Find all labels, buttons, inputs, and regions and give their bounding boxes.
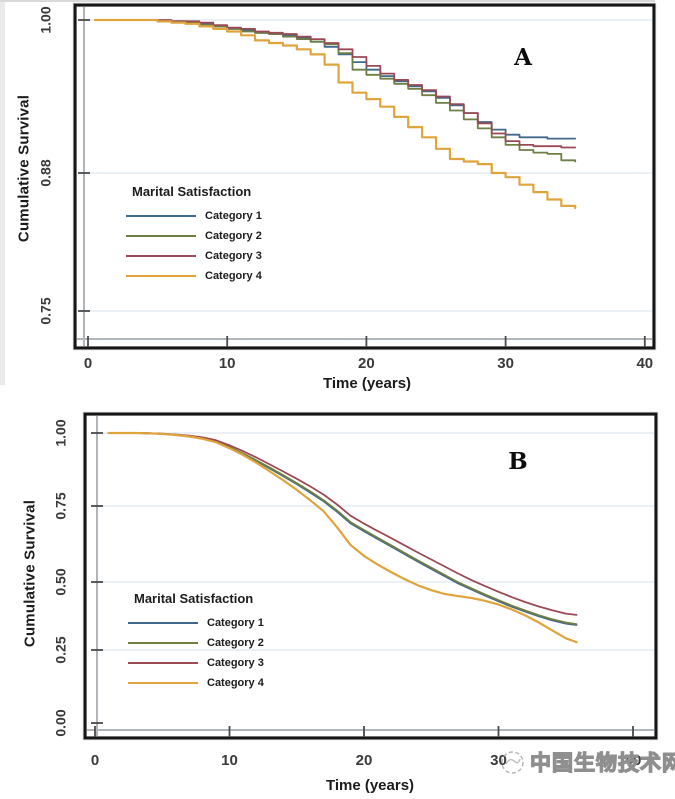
plot-frame-shadow — [72, 2, 657, 351]
scan-edge-artifact-top — [0, 0, 655, 2]
legend: Marital Satisfaction Category 1 Category… — [116, 184, 262, 286]
legend-label: Category 1 — [205, 210, 262, 222]
plot-frame — [83, 412, 658, 740]
x-tick-label: 10 — [219, 355, 236, 372]
series-category-4 — [107, 431, 578, 644]
legend-item: Category 4 — [118, 673, 264, 693]
plot-canvas-b: 1.000.750.500.250.000 10 20 30 40 — [53, 411, 659, 769]
y-axis-title: Cumulative Survival — [21, 499, 39, 648]
y-tick-label: 0.25 — [53, 636, 69, 663]
legend-label: Category 3 — [207, 657, 264, 669]
plot-frame-shadow — [82, 411, 659, 741]
legend-swatch-category-3 — [126, 255, 196, 257]
survival-plot-panel-a: 1.00 0.88 0.75 0 10 20 30 40 Cumulative Surviva… — [15, 2, 657, 392]
x-tick-label: 10 — [221, 752, 238, 769]
legend-swatch-category-1 — [126, 215, 196, 217]
survival-plot-panel-b: 1.00 0.75 0.50 0.25 0.00 0 10 20 30 40 Cumulative… — [0, 400, 675, 799]
legend-swatch-category-4 — [126, 275, 196, 277]
legend-swatch-category-3 — [128, 662, 198, 664]
y-tick-label: 0.75 — [38, 297, 54, 324]
legend-label: Category 2 — [207, 637, 264, 649]
legend-label: Category 4 — [205, 270, 262, 282]
series-category-3 — [94, 19, 577, 149]
series-category-1 — [94, 19, 577, 140]
scan-edge-artifact-left — [0, 0, 5, 385]
legend-item: Category 1 — [118, 613, 264, 633]
x-tick-label: 0 — [84, 355, 92, 372]
y-tick-label: 0.50 — [53, 568, 69, 595]
plot-canvas-a: 1.00 0.88 0.75 0 10 20 30 40 — [38, 2, 657, 372]
x-tick-label: 20 — [358, 355, 375, 372]
legend-swatch-category-1 — [128, 622, 198, 624]
x-tick-label: 0 — [91, 752, 99, 769]
legend: Marital Satisfaction Category 1 Category… — [118, 591, 264, 693]
x-tick-label: 40 — [625, 752, 642, 769]
y-tick-label: 0.00 — [53, 709, 69, 736]
legend-item: Category 1 — [116, 206, 262, 226]
legend-label: Category 4 — [207, 677, 264, 689]
legend-item: Category 2 — [116, 226, 262, 246]
x-tick-label: 20 — [356, 752, 373, 769]
y-tick-label: 0.75 — [53, 492, 69, 519]
y-axis-title: Cumulative Survival — [15, 94, 33, 243]
y-tick-label: 1.00 — [38, 6, 54, 33]
panel-label-a: A — [514, 44, 532, 71]
y-tick-label: 0.88 — [38, 159, 54, 186]
x-axis-title: Time (years) — [325, 777, 415, 794]
legend-swatch-category-2 — [126, 235, 196, 237]
legend-item: Category 4 — [116, 266, 262, 286]
legend-title: Marital Satisfaction — [132, 184, 252, 199]
watermark: 中国生物技术网 — [499, 747, 675, 777]
panel-label-b: B — [508, 448, 528, 475]
x-tick-label: 30 — [497, 355, 514, 372]
legend-swatch-category-4 — [128, 682, 198, 684]
legend-label: Category 1 — [207, 617, 264, 629]
series-category-2 — [94, 19, 577, 163]
legend-swatch-category-2 — [128, 642, 198, 644]
legend-label: Category 3 — [205, 250, 262, 262]
series-category-3 — [107, 432, 578, 616]
watermark-text: 中国生物技术网 — [529, 751, 675, 775]
legend-item: Category 3 — [118, 653, 264, 673]
legend-label: Category 2 — [205, 230, 262, 242]
y-tick-label: 1.00 — [53, 419, 69, 446]
series-category-4 — [93, 18, 577, 210]
legend-item: Category 3 — [116, 246, 262, 266]
x-axis-title: Time (years) — [322, 375, 412, 392]
watermark-logo-icon — [501, 750, 524, 774]
plot-frame — [73, 3, 656, 350]
x-tick-label: 40 — [636, 355, 653, 372]
legend-item: Category 2 — [118, 633, 264, 653]
legend-title: Marital Satisfaction — [134, 591, 254, 606]
